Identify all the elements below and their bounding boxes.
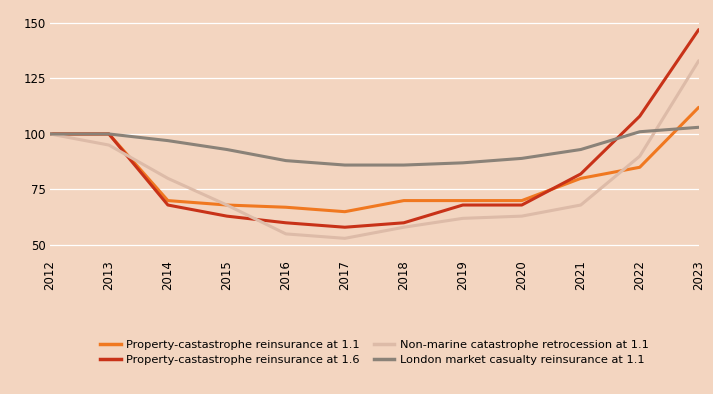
Legend: Property-castastrophe reinsurance at 1.1, Property-castastrophe reinsurance at 1: Property-castastrophe reinsurance at 1.1… [100, 340, 649, 364]
